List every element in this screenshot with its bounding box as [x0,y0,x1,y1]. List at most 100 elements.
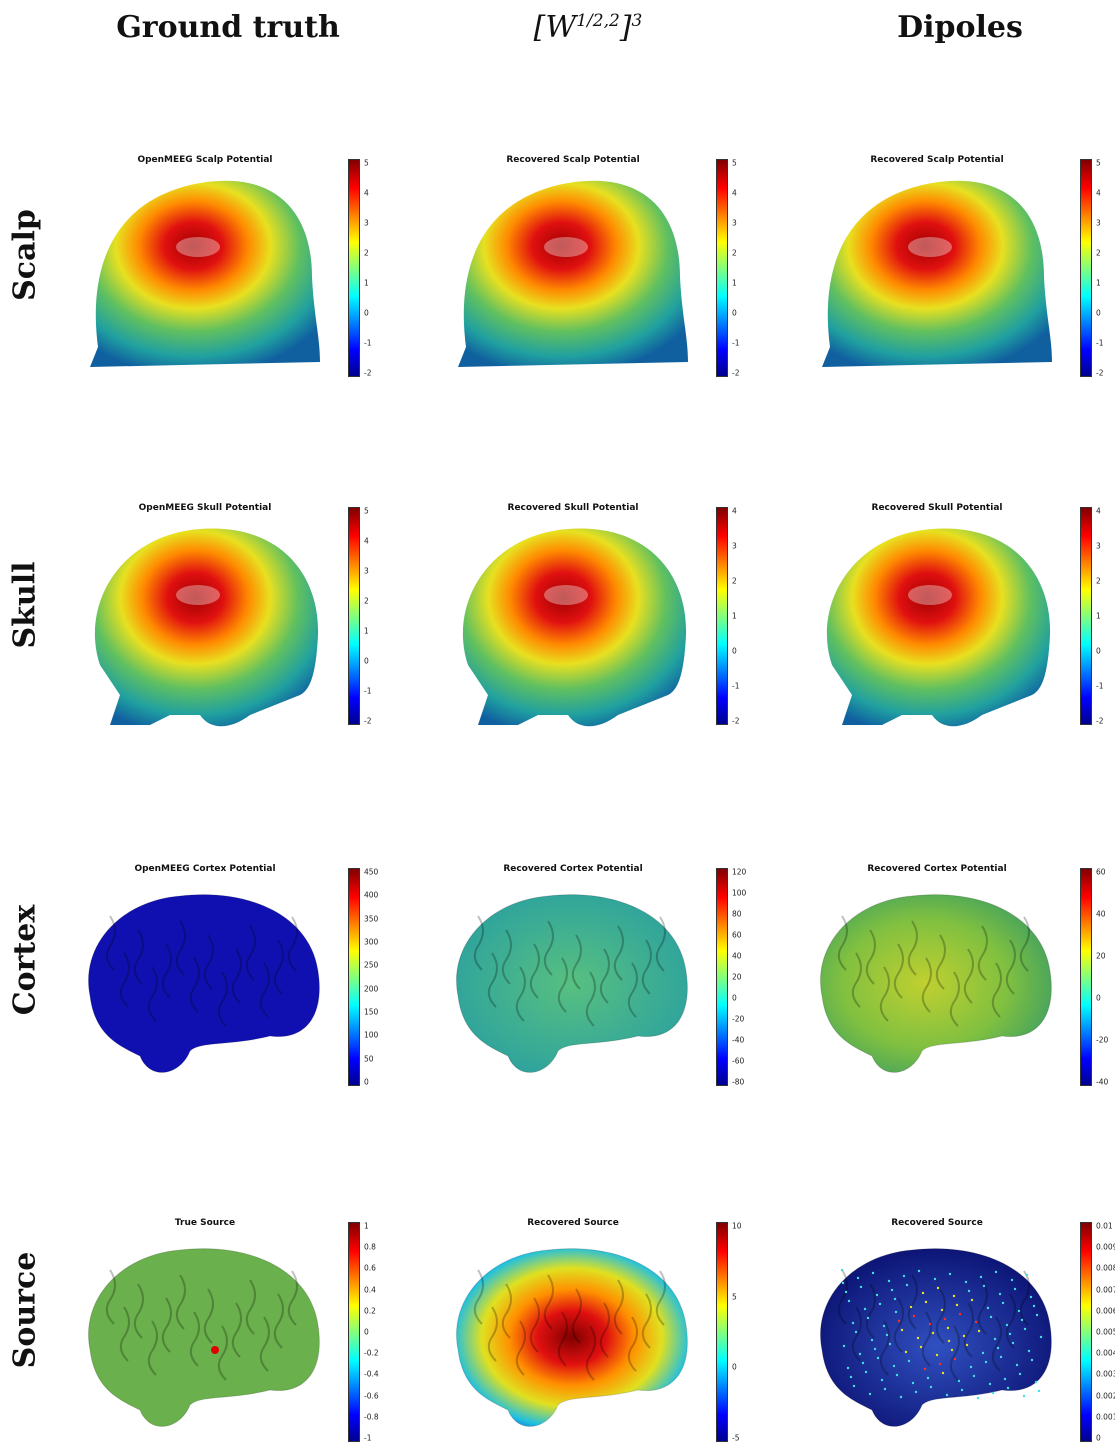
dipole-point [883,1387,887,1391]
colorbar [1080,868,1092,1086]
sulcus-line [865,1283,876,1339]
dipole-point [936,1286,940,1290]
dipole-point [962,1334,966,1338]
colorbar-tick-label: 5 [732,1292,737,1302]
colorbar-tick-label: 0 [732,993,737,1003]
dipole-point [866,1316,870,1320]
dipole-point [994,1270,998,1274]
colorbar-tick-label: 40 [1096,909,1106,919]
dipole-point [952,1294,956,1298]
sulcus-line [273,939,284,995]
dipole-point [870,1338,874,1342]
dipole-point [897,1319,901,1323]
head-surface-render [94,528,319,727]
dipole-point [1008,1332,1012,1336]
head-surface-render [822,180,1052,367]
sulcus-line [119,1306,130,1362]
row-header-cortex: Cortex [7,904,43,1016]
sulcus-line [273,1293,284,1349]
dipole-point [1039,1335,1043,1339]
dipole-point [1025,1273,1029,1277]
sulcus-line [473,915,484,971]
colorbar-tick-label: 2 [1096,248,1101,258]
dipole-point [946,1326,950,1330]
sulcus-line [991,962,1002,1018]
colorbar-tick-label: 0.005 [1096,1327,1115,1337]
panel-title: True Source [174,1218,236,1228]
colorbar-tick-label: -1 [1096,681,1104,691]
head-surface-render [458,180,688,367]
dipole-point [1034,1380,1038,1384]
column-header-ground-truth: Ground truth [116,10,340,45]
dipole-point [902,1274,906,1278]
dipole-point [926,1376,930,1380]
colorbar-tick-label: 0 [364,308,369,318]
dipole-point [972,1374,976,1378]
colorbar-tick-label: -1 [732,681,740,691]
dipole-point [1011,1341,1015,1345]
dipole-point [943,1317,947,1321]
dipole-point [986,1306,990,1310]
colorbar-tick-label: 40 [732,951,742,961]
scalp-surface [458,180,688,367]
colorbar-tick-label: 80 [732,909,742,919]
dipole-point [909,1305,913,1309]
colorbar-tick-label: 0.4 [364,1285,376,1295]
sulcus-line [161,943,172,999]
sulcus-line [977,925,988,981]
specular-highlight [544,585,588,605]
colorbar-tick-label: 5 [732,158,737,168]
dipole-point [917,1269,921,1273]
sulcus-line [893,943,904,999]
specular-highlight [544,237,588,257]
brain-surface-render [456,894,688,1073]
dipole-point [988,1382,992,1386]
figure-panel: OpenMEEG Skull Potential 5 4 3 2 1 0 -1 -2 [80,503,380,738]
dipole-point [849,1375,853,1379]
sulcus-line [105,915,116,971]
dipole-point [989,1315,993,1319]
colorbar-tick-label: 1 [732,278,737,288]
dipole-point [1030,1358,1034,1362]
colorbar-tick-label: 350 [364,914,379,924]
dipole-point [1032,1304,1036,1308]
colorbar-tick-label: 0.008 [1096,1263,1115,1273]
dipole-point [947,1339,951,1343]
dipole-point [931,1331,935,1335]
figure-panel: True Source 1 0.8 0.6 0.4 0.2 0 -0.2 -0.4 -0.6 -0.… [80,1218,380,1453]
dipole-point [1018,1372,1022,1376]
colorbar-tick-label: 0.003 [1096,1369,1115,1379]
colorbar-tick-label: 0 [1096,1433,1101,1443]
colorbar-tick-label: -2 [1096,716,1104,726]
dipole-point [900,1328,904,1332]
dipole-point [964,1280,968,1284]
dipole-point [856,1276,860,1280]
colorbar-tick-label: -1 [732,338,740,348]
sulcus-line [161,1297,172,1353]
panel-title: Recovered Scalp Potential [870,155,1004,165]
sulcus-line [529,1297,540,1353]
colorbar-tick-label: 1 [364,626,369,636]
sulcus-line [515,966,526,1022]
dipole-point [888,1342,892,1346]
sulcus-line [837,915,848,971]
colorbar-tick-label: 3 [364,218,369,228]
brain-surface-render [88,1248,320,1427]
dipole-point [979,1275,983,1279]
math-close: ] [619,10,632,45]
sulcus-line [515,1320,526,1376]
cortex-surface [456,894,688,1073]
sulcus-line [473,1269,484,1325]
colorbar-tick-label: 0 [732,308,737,318]
colorbar-tick-label: 3 [1096,218,1101,228]
dipole-point [916,1336,920,1340]
dipole-point [859,1285,863,1289]
colorbar-tick-label: -40 [1096,1077,1109,1087]
figure-panel: Recovered Cortex Potential 60 40 20 0 -20 -40 [812,864,1112,1099]
dipole-point [1020,1318,1024,1322]
colorbar-tick-label: 4 [1096,506,1101,516]
colorbar-tick-label: 0 [732,1362,737,1372]
dipole-point [880,1378,884,1382]
dipole-point [1010,1278,1014,1282]
colorbar-tick-label: 60 [732,930,742,940]
